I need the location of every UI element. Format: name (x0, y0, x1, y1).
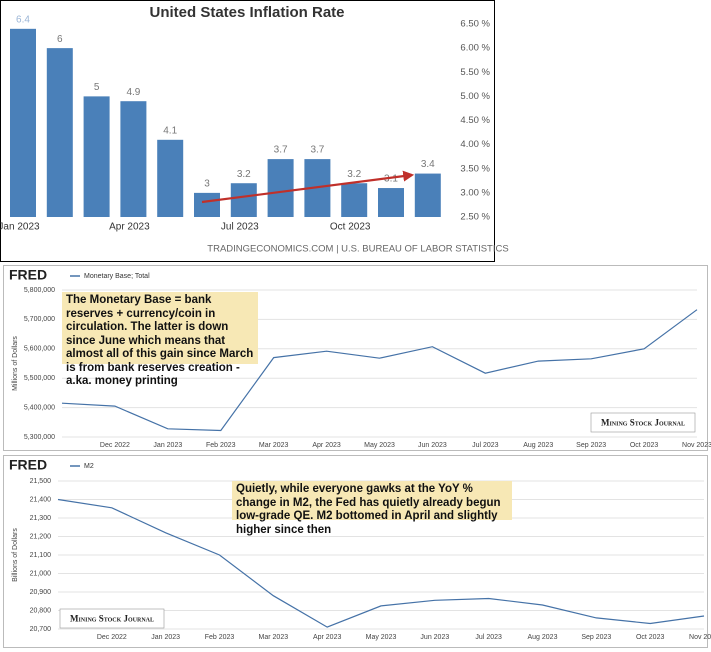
line (57, 498, 705, 628)
logo: FRED (9, 267, 47, 283)
data-label: 3.7 (310, 145, 324, 156)
bar (341, 183, 368, 217)
y-tick-label: 4.50 % (460, 115, 490, 126)
bar (378, 188, 404, 217)
x-tick-label: Nov 2023 (682, 442, 711, 449)
bar (157, 139, 184, 217)
x-tick-label: Mar 2023 (259, 634, 289, 641)
bar (267, 159, 294, 217)
y-tick-label: 3.00 % (460, 187, 490, 198)
y-tick-label: 5,300,000 (24, 434, 55, 441)
x-tick-label: Jun 2023 (418, 442, 447, 449)
annotation: The Monetary Base = bank reserves + curr… (62, 292, 258, 387)
x-tick-label: Jan 2023 (153, 442, 182, 449)
y-tick-label: 21,100 (30, 552, 52, 559)
y-tick-label: 4.00 % (460, 139, 490, 150)
x-tick-label: Apr 2023 (109, 222, 150, 233)
x-tick-label: Dec 2022 (100, 442, 130, 449)
legend-label: M2 (84, 463, 94, 470)
y-tick-label: 5,500,000 (24, 375, 55, 382)
y-tick-label: 21,200 (30, 533, 52, 540)
watermark-box (59, 608, 165, 629)
data-label: 6.4 (16, 14, 30, 25)
y-tick-label: 21,300 (30, 515, 52, 522)
panel-frame (0, 0, 495, 262)
x-tick-label: Apr 2023 (312, 442, 341, 449)
y-tick-label: 6.50 % (460, 19, 490, 30)
x-tick-label: Oct 2023 (630, 442, 659, 449)
x-tick-label: May 2023 (364, 442, 395, 449)
y-tick-label: 5,400,000 (24, 404, 55, 411)
y-tick-label: 5.50 % (460, 67, 490, 78)
x-tick-label: Oct 2023 (330, 222, 371, 233)
y-tick-label: 20,700 (30, 626, 52, 633)
watermark: Mining Stock Journal (601, 418, 685, 428)
x-tick-label: May 2023 (366, 634, 397, 641)
x-tick-label: Jul 2023 (221, 222, 259, 233)
bar (194, 192, 220, 217)
y-tick-label: 5,700,000 (24, 316, 55, 323)
trend-arrow (201, 170, 415, 204)
bar (10, 28, 36, 218)
data-label: 4.9 (126, 87, 140, 98)
y-tick-label: 5,800,000 (24, 287, 55, 294)
x-tick-label: Jan 2023 (0, 222, 40, 233)
x-tick-label: Apr 2023 (313, 634, 342, 641)
bar (414, 173, 441, 217)
x-tick-label: Feb 2023 (206, 442, 236, 449)
y-tick-label: 21,400 (30, 496, 52, 503)
y-axis-title: Billions of Dollars (12, 528, 19, 582)
x-tick-label: Sep 2023 (576, 442, 606, 449)
logo: FRED (9, 457, 47, 473)
bar (83, 96, 110, 217)
line (61, 309, 698, 432)
y-tick-label: 21,000 (30, 570, 52, 577)
x-tick-label: Oct 2023 (636, 634, 665, 641)
y-tick-label: 5,600,000 (24, 346, 55, 353)
data-label: 5 (94, 82, 100, 93)
x-tick-label: Feb 2023 (205, 634, 235, 641)
x-tick-label: Jan 2023 (151, 634, 180, 641)
y-tick-label: 2.50 % (460, 212, 490, 223)
bar (120, 101, 147, 217)
y-tick-label: 3.50 % (460, 163, 490, 174)
data-label: 3.4 (421, 159, 435, 170)
data-label: 6 (57, 34, 63, 45)
y-tick-label: 20,800 (30, 607, 52, 614)
source: TRADINGECONOMICS.COM | U.S. BUREAU OF LA… (207, 244, 508, 255)
legend-label: Monetary Base; Total (84, 273, 150, 280)
y-tick-label: 20,900 (30, 589, 52, 596)
chart-title: United States Inflation Rate (149, 4, 344, 21)
data-label: 3.2 (237, 169, 251, 180)
data-label: 4.1 (163, 125, 177, 136)
data-label: 3 (204, 179, 210, 190)
watermark-box (590, 412, 696, 433)
x-tick-label: Nov 2023 (689, 634, 711, 641)
y-tick-label: 21,500 (30, 478, 52, 485)
x-tick-label: Jun 2023 (420, 634, 449, 641)
x-tick-label: Jul 2023 (472, 442, 499, 449)
x-tick-label: Aug 2023 (523, 442, 553, 449)
data-label: 3.1 (384, 174, 398, 185)
data-label: 3.2 (347, 169, 361, 180)
x-tick-label: Jul 2023 (475, 634, 502, 641)
x-tick-label: Aug 2023 (528, 634, 558, 641)
x-tick-label: Sep 2023 (581, 634, 611, 641)
x-tick-label: Mar 2023 (259, 442, 289, 449)
annotation: Quietly, while everyone gawks at the YoY… (232, 481, 512, 536)
y-tick-label: 5.00 % (460, 91, 490, 102)
x-tick-label: Dec 2022 (97, 634, 127, 641)
bar (230, 183, 257, 217)
y-axis-title: Millions of Dollars (12, 336, 19, 391)
watermark: Mining Stock Journal (70, 614, 154, 624)
bar (46, 48, 73, 217)
data-label: 3.7 (274, 145, 288, 156)
y-tick-label: 6.00 % (460, 43, 490, 54)
